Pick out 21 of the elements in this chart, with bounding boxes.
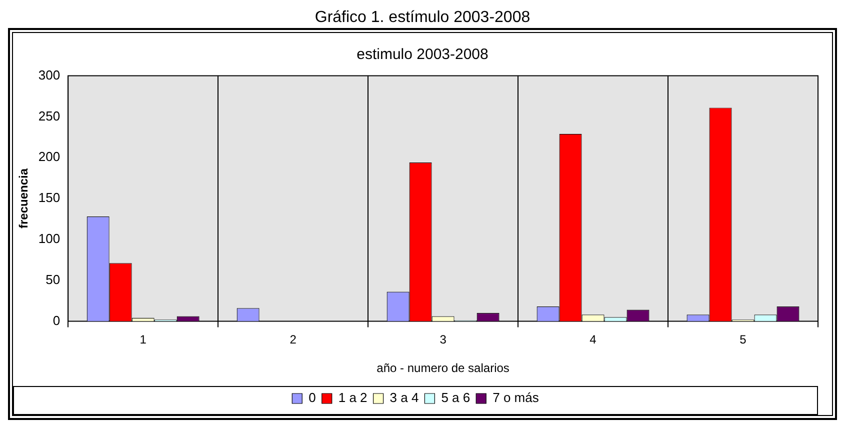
y-tick-label: 200: [38, 149, 60, 164]
y-tick-label: 250: [38, 108, 60, 124]
x-tick-label: 3: [440, 332, 447, 347]
legend-label: 3 a 4: [390, 390, 419, 406]
x-tick-label: 2: [290, 332, 297, 347]
legend-label: 1 a 2: [338, 390, 368, 406]
y-tick-label: 100: [38, 230, 60, 246]
legend-label: 5 a 6: [441, 390, 470, 406]
x-tick-label: 4: [590, 332, 597, 347]
y-axis-title: frecuencia: [16, 168, 31, 229]
chart-title: Gráfico 1. estímulo 2003-2008: [314, 8, 532, 28]
x-tick-label: 1: [140, 332, 147, 347]
y-tick-label: 300: [38, 67, 60, 82]
x-tick-label: 5: [740, 332, 747, 347]
legend-label: 7 o más: [492, 390, 540, 406]
chart-subtitle: estimulo 2003-2008: [356, 45, 490, 65]
x-axis-title: año - numero de salarios: [376, 361, 510, 376]
legend-label: 0: [308, 390, 316, 406]
y-tick-label: 0: [52, 312, 60, 328]
y-tick-label: 150: [38, 190, 60, 206]
y-tick-label: 50: [46, 272, 60, 287]
